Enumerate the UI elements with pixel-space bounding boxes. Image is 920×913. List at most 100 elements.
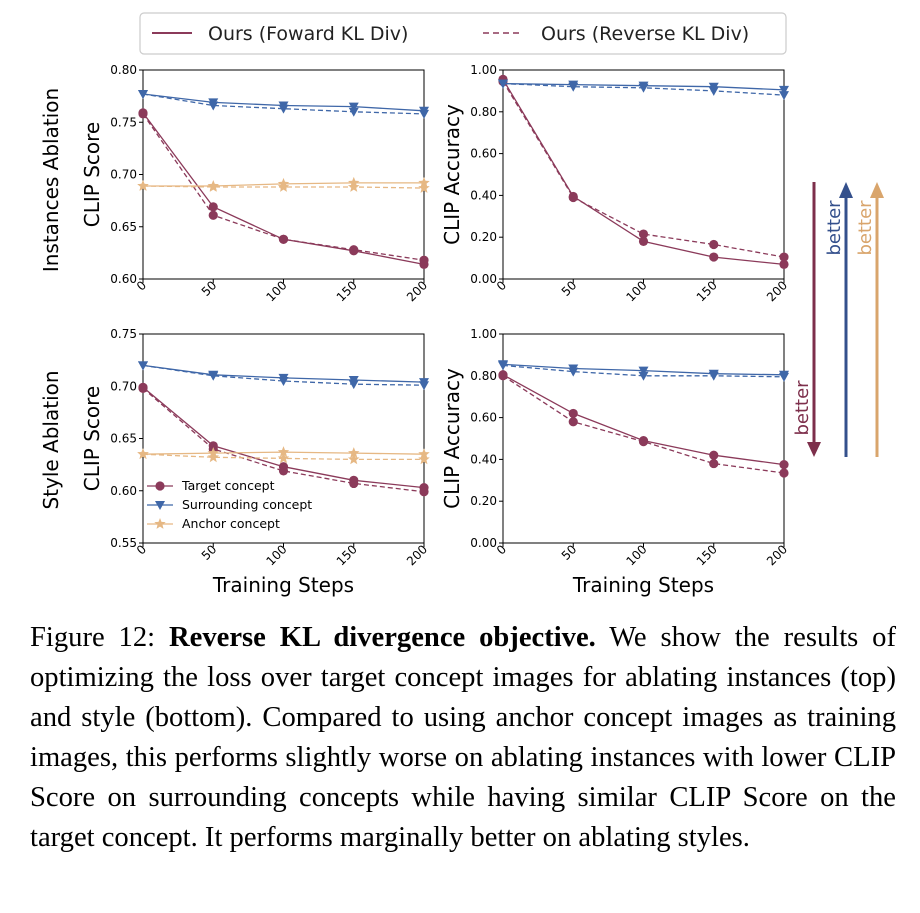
data-point — [638, 366, 649, 376]
data-point — [779, 252, 789, 262]
data-point — [138, 109, 148, 119]
data-point — [137, 180, 149, 191]
data-point — [278, 377, 289, 387]
x-tick-label: 0 — [494, 278, 509, 293]
data-point — [638, 83, 649, 93]
data-point — [498, 371, 508, 381]
legend-reverse-label: Ours (Reverse KL Div) — [541, 23, 749, 45]
data-point — [568, 82, 579, 92]
y-axis-label: CLIP Score — [80, 386, 104, 491]
y-tick-label: 0.60 — [110, 484, 137, 498]
y-tick-label: 0.60 — [110, 272, 137, 286]
y-tick-label: 0.80 — [470, 369, 497, 383]
caption-body: We show the results of optimizing the lo… — [30, 622, 896, 853]
data-point — [277, 181, 290, 192]
data-point — [208, 101, 219, 111]
data-point — [278, 466, 289, 476]
data-point — [278, 234, 289, 244]
chart-panel-style-clip-accuracy: 0.00 0.20 0.40 0.60 0.80 1.00 0 50 100 150 200 CLIP… — [440, 327, 790, 597]
data-point — [208, 210, 218, 220]
data-point — [207, 181, 219, 192]
data-point — [418, 453, 430, 465]
series-target-concept-reverse — [498, 371, 789, 478]
x-tick-label: 50 — [559, 542, 580, 563]
data-point — [277, 452, 290, 464]
y-tick-label: 0.40 — [470, 452, 497, 466]
y-tick-label: 1.00 — [470, 327, 497, 341]
top-legend-frame — [139, 12, 787, 55]
data-point — [709, 239, 719, 250]
x-tick-label: 50 — [559, 278, 580, 299]
x-tick-label: 50 — [199, 278, 220, 299]
data-point — [779, 372, 789, 382]
x-tick-label: 150 — [694, 542, 720, 568]
data-point — [708, 86, 719, 96]
data-point — [779, 468, 789, 478]
x-tick-label: 50 — [199, 542, 220, 563]
x-tick-label: 100 — [624, 542, 650, 568]
x-tick-label: 200 — [404, 542, 430, 568]
series-target-concept-forward — [498, 74, 789, 269]
y-tick-label: 0.00 — [470, 272, 497, 286]
data-point — [568, 417, 578, 427]
figure-canvas: Ours (Foward KL Div) Ours (Reverse KL Di… — [39, 12, 884, 597]
data-point — [207, 451, 219, 463]
better-arrows: better better better — [792, 182, 884, 457]
y-tick-label: 0.75 — [110, 327, 137, 341]
series-surrounding-concept-reverse — [498, 79, 789, 101]
data-point — [138, 383, 148, 393]
data-point — [418, 182, 430, 193]
data-point — [709, 252, 719, 262]
y-tick-label: 0.60 — [470, 147, 497, 161]
data-point — [349, 478, 359, 489]
x-tick-label: 0 — [134, 278, 149, 293]
x-tick-label: 150 — [334, 278, 360, 304]
data-point — [779, 91, 789, 101]
data-point — [348, 181, 360, 192]
arrow-anchor-head-icon — [870, 182, 884, 198]
legend-label: Surrounding concept — [182, 497, 312, 512]
x-tick-label: 150 — [694, 278, 720, 304]
y-axis-label: CLIP Accuracy — [440, 368, 464, 509]
data-point — [348, 380, 359, 390]
series-line — [142, 113, 425, 261]
top-legend: Ours (Foward KL Div) Ours (Reverse KL Di… — [139, 12, 787, 55]
data-point — [278, 104, 289, 114]
legend-marker-icon — [155, 481, 165, 491]
series-target-concept-reverse — [138, 109, 429, 265]
data-point — [348, 453, 360, 465]
arrow-surrounding-head-icon — [839, 182, 853, 198]
y-tick-label: 0.40 — [470, 188, 497, 202]
data-point — [277, 446, 290, 457]
data-point — [779, 85, 789, 95]
y-tick-label: 0.70 — [110, 379, 137, 393]
chart-panel-instances-clip-accuracy: 0.00 0.20 0.40 0.60 0.80 1.00 0 50 100 150 200 CLIP… — [440, 63, 790, 304]
data-point — [779, 460, 789, 470]
data-point — [348, 102, 359, 112]
y-tick-label: 0.70 — [110, 168, 137, 182]
data-point — [498, 361, 508, 371]
better-label-surrounding: better — [824, 200, 845, 256]
data-point — [638, 371, 649, 381]
y-axis-label: CLIP Score — [80, 122, 104, 227]
series-line — [142, 387, 425, 493]
y-tick-label: 0.65 — [110, 220, 137, 234]
data-point — [419, 381, 429, 391]
data-point — [498, 79, 508, 89]
better-label-anchor: better — [855, 200, 876, 256]
data-point — [138, 361, 148, 371]
plot-frame — [502, 69, 785, 280]
x-axis-label: Training Steps — [572, 573, 714, 597]
row-label-instances: Instances Ablation — [39, 88, 63, 272]
data-point — [348, 107, 359, 117]
x-tick-label: 200 — [764, 278, 790, 304]
data-point — [208, 202, 218, 212]
figure-caption: Figure 12: Reverse KL divergence objecti… — [30, 618, 896, 858]
x-tick-label: 100 — [624, 278, 650, 304]
chart-panel-instances-clip-score: 0.60 0.65 0.70 0.75 0.80 0 50 100 150 200 CLIP Sco… — [80, 63, 430, 304]
data-point — [208, 371, 219, 381]
y-tick-label: 0.60 — [470, 411, 497, 425]
x-tick-label: 200 — [404, 278, 430, 304]
series-line — [142, 364, 425, 386]
y-tick-label: 1.00 — [470, 63, 497, 77]
